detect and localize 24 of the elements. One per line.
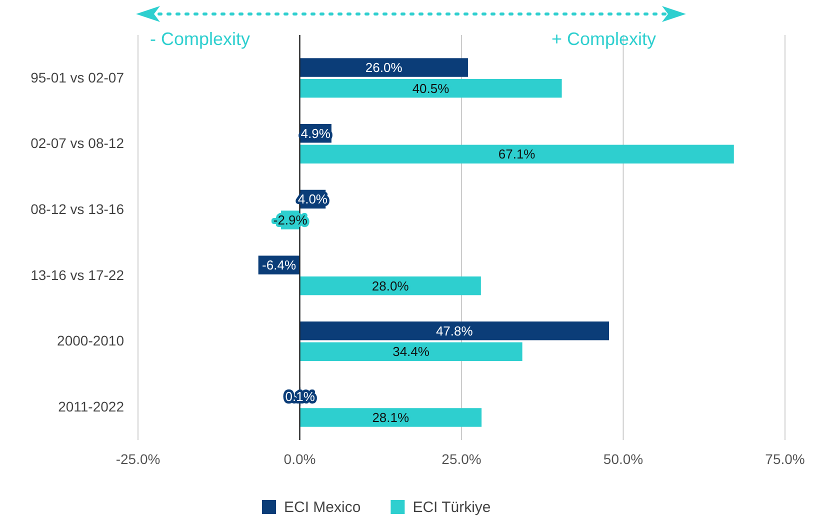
x-tick-label: 50.0%	[603, 450, 644, 467]
y-tick-label: 02-07 vs 08-12	[30, 135, 124, 152]
y-tick-label: 13-16 vs 17-22	[30, 266, 124, 283]
y-tick-label: 95-01 vs 02-07	[30, 69, 124, 86]
legend-label: ECI Türkiye	[412, 499, 491, 516]
data-label: 28.1%	[372, 410, 410, 426]
data-label: 4.9%	[300, 126, 331, 141]
annotation: - Complexity	[150, 29, 250, 49]
y-tick-label: 2000-2010	[57, 332, 124, 349]
data-label: 40.5%	[412, 80, 450, 96]
x-tick-label: 75.0%	[765, 450, 805, 467]
x-tick-label: -25.0%	[116, 450, 160, 467]
data-label: 26.0%	[365, 60, 403, 76]
annotation: + Complexity	[551, 29, 656, 49]
x-tick-label: 25.0%	[442, 450, 482, 467]
data-label: -6.4%	[262, 258, 296, 273]
legend-label: ECI Mexico	[284, 499, 361, 516]
data-label: 47.8%	[436, 323, 474, 338]
data-label: 28.0%	[372, 278, 410, 294]
data-label: 67.1%	[498, 146, 536, 162]
y-tick-label: 08-12 vs 13-16	[30, 201, 124, 218]
data-label: 34.4%	[392, 344, 430, 360]
y-tick-label: 2011-2022	[58, 398, 124, 415]
x-tick-label: 0.0%	[284, 450, 316, 467]
